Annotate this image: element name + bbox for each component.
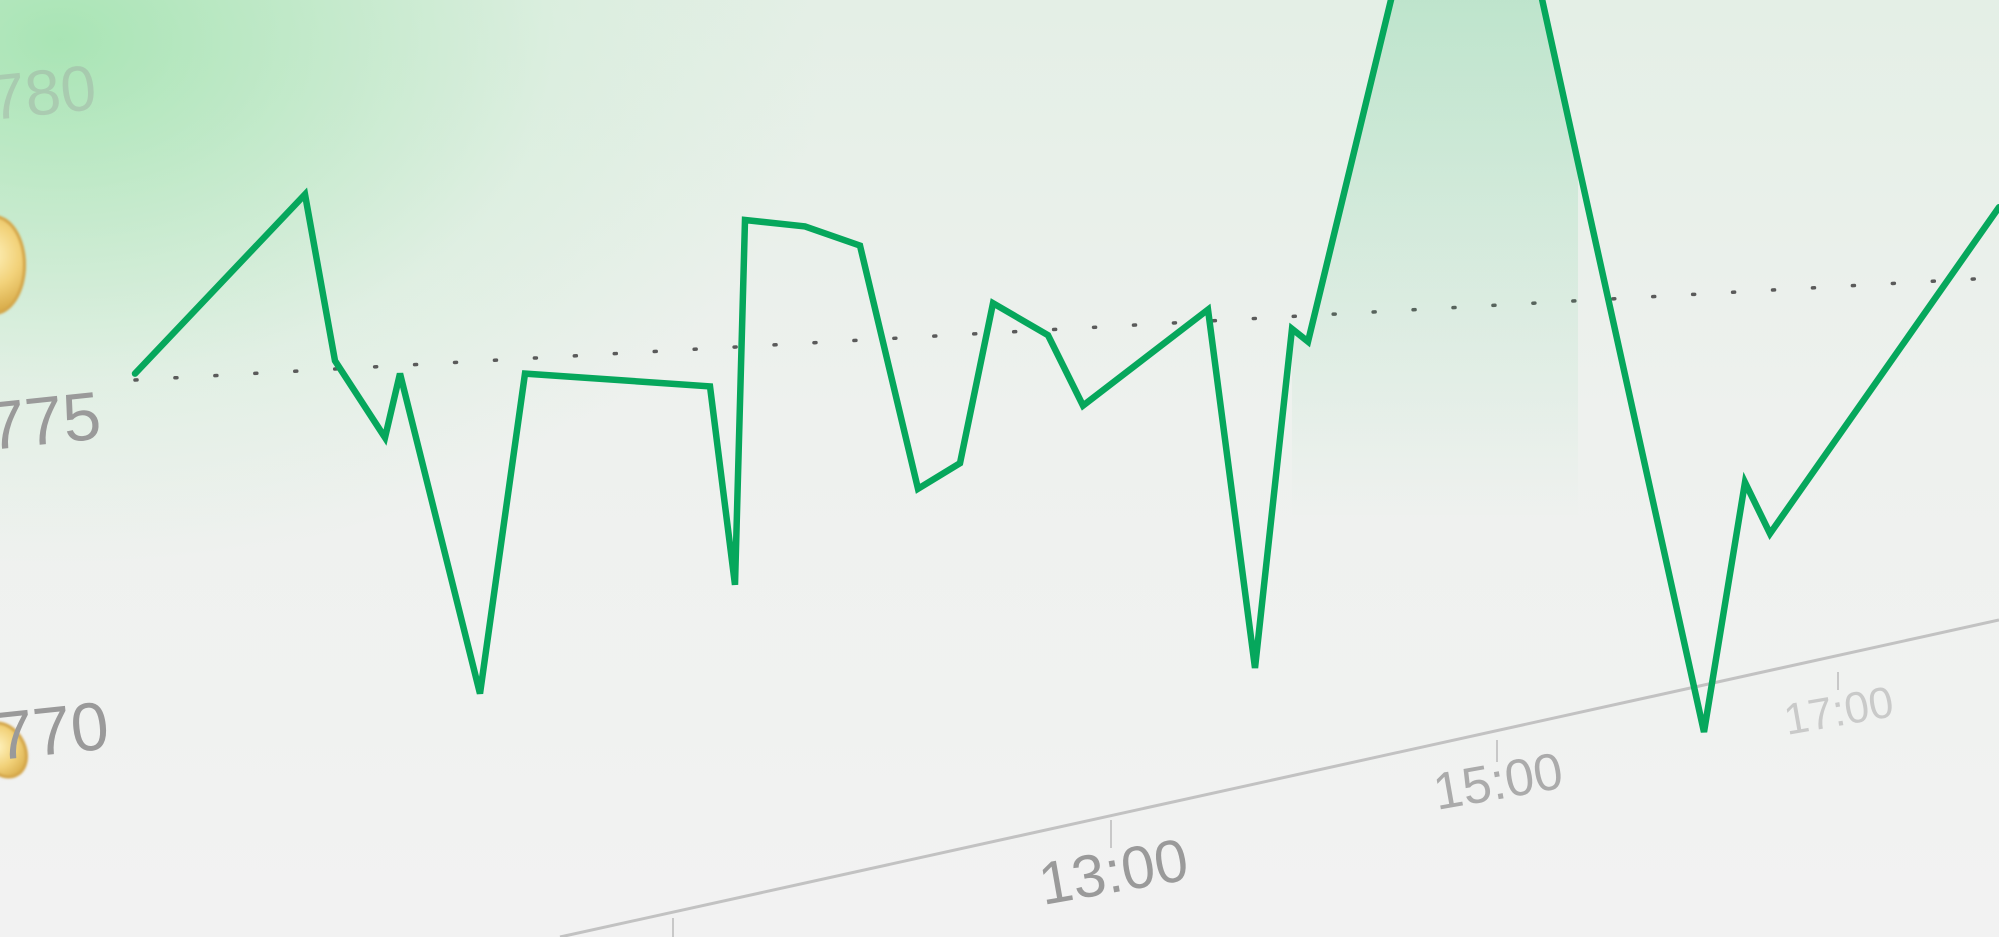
data-point <box>1575 159 1581 165</box>
data-point <box>857 243 863 249</box>
data-point <box>1305 339 1311 345</box>
data-point <box>1289 326 1295 332</box>
series-area-fill <box>1292 0 1578 520</box>
data-point <box>1742 479 1748 485</box>
data-point <box>522 371 528 377</box>
data-point <box>802 223 808 229</box>
data-point <box>732 582 738 588</box>
data-point <box>477 691 483 697</box>
data-point <box>132 371 138 377</box>
y-tick-label: 780 <box>0 51 100 134</box>
data-point <box>1767 531 1773 537</box>
data-point <box>1701 729 1707 735</box>
data-point <box>1080 403 1086 409</box>
data-point <box>397 371 403 377</box>
data-point <box>382 435 388 441</box>
data-point <box>1252 665 1258 671</box>
reference-line <box>133 275 1999 382</box>
y-tick-label: 775 <box>0 377 104 464</box>
data-point <box>915 486 921 492</box>
y-tick-label: 770 <box>0 687 112 774</box>
data-point <box>302 191 308 197</box>
x-axis-line <box>559 618 1999 937</box>
data-point <box>1205 307 1211 313</box>
data-point <box>742 217 748 223</box>
x-tick-label: 15:00 <box>1429 742 1567 822</box>
data-point <box>707 383 713 389</box>
data-point <box>957 460 963 466</box>
x-tick-label: 17:00 <box>1780 677 1897 744</box>
data-point <box>1045 332 1051 338</box>
data-point <box>332 358 338 364</box>
data-point <box>990 300 996 306</box>
x-tick-label: 13:00 <box>1034 826 1194 918</box>
series-line <box>131 0 1999 733</box>
